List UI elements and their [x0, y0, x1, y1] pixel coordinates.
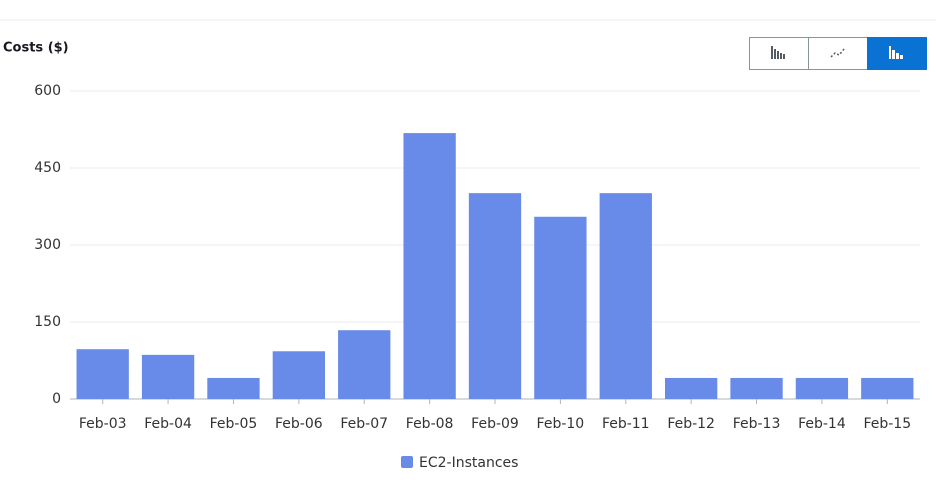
bar — [207, 377, 260, 399]
bar-icon — [771, 46, 785, 59]
x-tick-label: Feb-09 — [471, 416, 519, 432]
x-tick-label: Feb-10 — [537, 416, 585, 432]
legend-label: EC2-Instances — [419, 455, 518, 471]
bar — [272, 351, 325, 399]
bar — [599, 193, 652, 399]
chart-type-toggle — [749, 37, 927, 70]
x-tick-label: Feb-05 — [210, 416, 258, 432]
y-tick-label: 450 — [34, 160, 61, 176]
y-tick-label: 300 — [34, 237, 61, 253]
bar — [468, 193, 522, 399]
y-tick-label: 150 — [34, 314, 61, 330]
x-tick-label: Feb-03 — [79, 416, 127, 432]
x-tick-label: Feb-12 — [667, 416, 715, 432]
x-tick-label: Feb-08 — [406, 416, 454, 432]
x-tick-label: Feb-13 — [733, 416, 781, 432]
bar — [338, 330, 391, 399]
x-tick-label: Feb-06 — [275, 416, 323, 432]
legend-swatch — [401, 456, 413, 468]
bar — [730, 377, 783, 399]
bar — [861, 377, 914, 399]
line-chart-button[interactable] — [808, 37, 868, 70]
x-tick-label: Feb-15 — [863, 416, 911, 432]
bar — [795, 377, 849, 399]
stacked-icon — [889, 46, 903, 59]
bar — [76, 349, 129, 399]
y-tick-label: 0 — [52, 391, 61, 407]
x-tick-label: Feb-07 — [340, 416, 388, 432]
y-axis-title: Costs ($) — [3, 41, 69, 56]
y-tick-label: 600 — [34, 83, 61, 99]
bar — [141, 354, 195, 399]
bar — [534, 216, 587, 399]
x-tick-label: Feb-11 — [602, 416, 650, 432]
x-tick-label: Feb-04 — [144, 416, 192, 432]
x-tick-label: Feb-14 — [798, 416, 846, 432]
bar — [665, 377, 718, 399]
bar — [403, 133, 456, 400]
